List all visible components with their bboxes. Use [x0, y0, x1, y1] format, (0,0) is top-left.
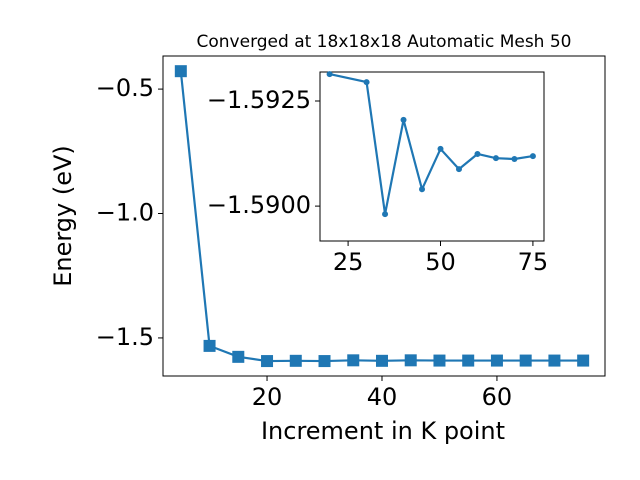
marker	[492, 155, 499, 162]
marker	[289, 354, 302, 367]
x-tick-label: 20	[252, 383, 283, 411]
marker	[490, 354, 503, 367]
marker	[519, 354, 532, 367]
marker	[347, 354, 360, 367]
x-tick-label: 60	[482, 383, 513, 411]
marker	[404, 354, 417, 367]
y-tick-label: −1.5925	[207, 86, 311, 114]
marker	[577, 354, 590, 367]
y-tick-label: −0.5	[96, 74, 154, 102]
marker	[382, 211, 389, 218]
marker	[232, 350, 245, 363]
y-tick-label: −1.0	[96, 199, 154, 227]
marker	[455, 166, 462, 173]
x-axis-label: Increment in K point	[261, 417, 505, 445]
marker	[261, 355, 274, 368]
marker	[474, 150, 481, 157]
x-tick-label: 75	[518, 248, 549, 276]
y-tick-label: −1.5	[96, 323, 154, 351]
marker	[419, 186, 426, 193]
marker	[375, 354, 388, 367]
marker	[548, 354, 561, 367]
marker	[437, 145, 444, 152]
y-axis-label: Energy (eV)	[49, 145, 77, 287]
x-tick-label: 50	[425, 248, 456, 276]
x-tick-label: 40	[367, 383, 398, 411]
marker	[326, 71, 333, 78]
chart-title: Converged at 18x18x18 Automatic Mesh 50	[197, 32, 572, 52]
marker	[203, 339, 216, 352]
x-tick-label: 25	[333, 248, 364, 276]
marker	[433, 354, 446, 367]
marker	[363, 79, 370, 86]
marker	[462, 354, 475, 367]
y-tick-label: −1.5900	[207, 191, 311, 219]
marker	[318, 355, 331, 368]
marker	[529, 153, 536, 160]
marker	[400, 116, 407, 123]
marker	[511, 156, 518, 163]
marker	[174, 65, 187, 78]
plot-area	[319, 71, 545, 242]
